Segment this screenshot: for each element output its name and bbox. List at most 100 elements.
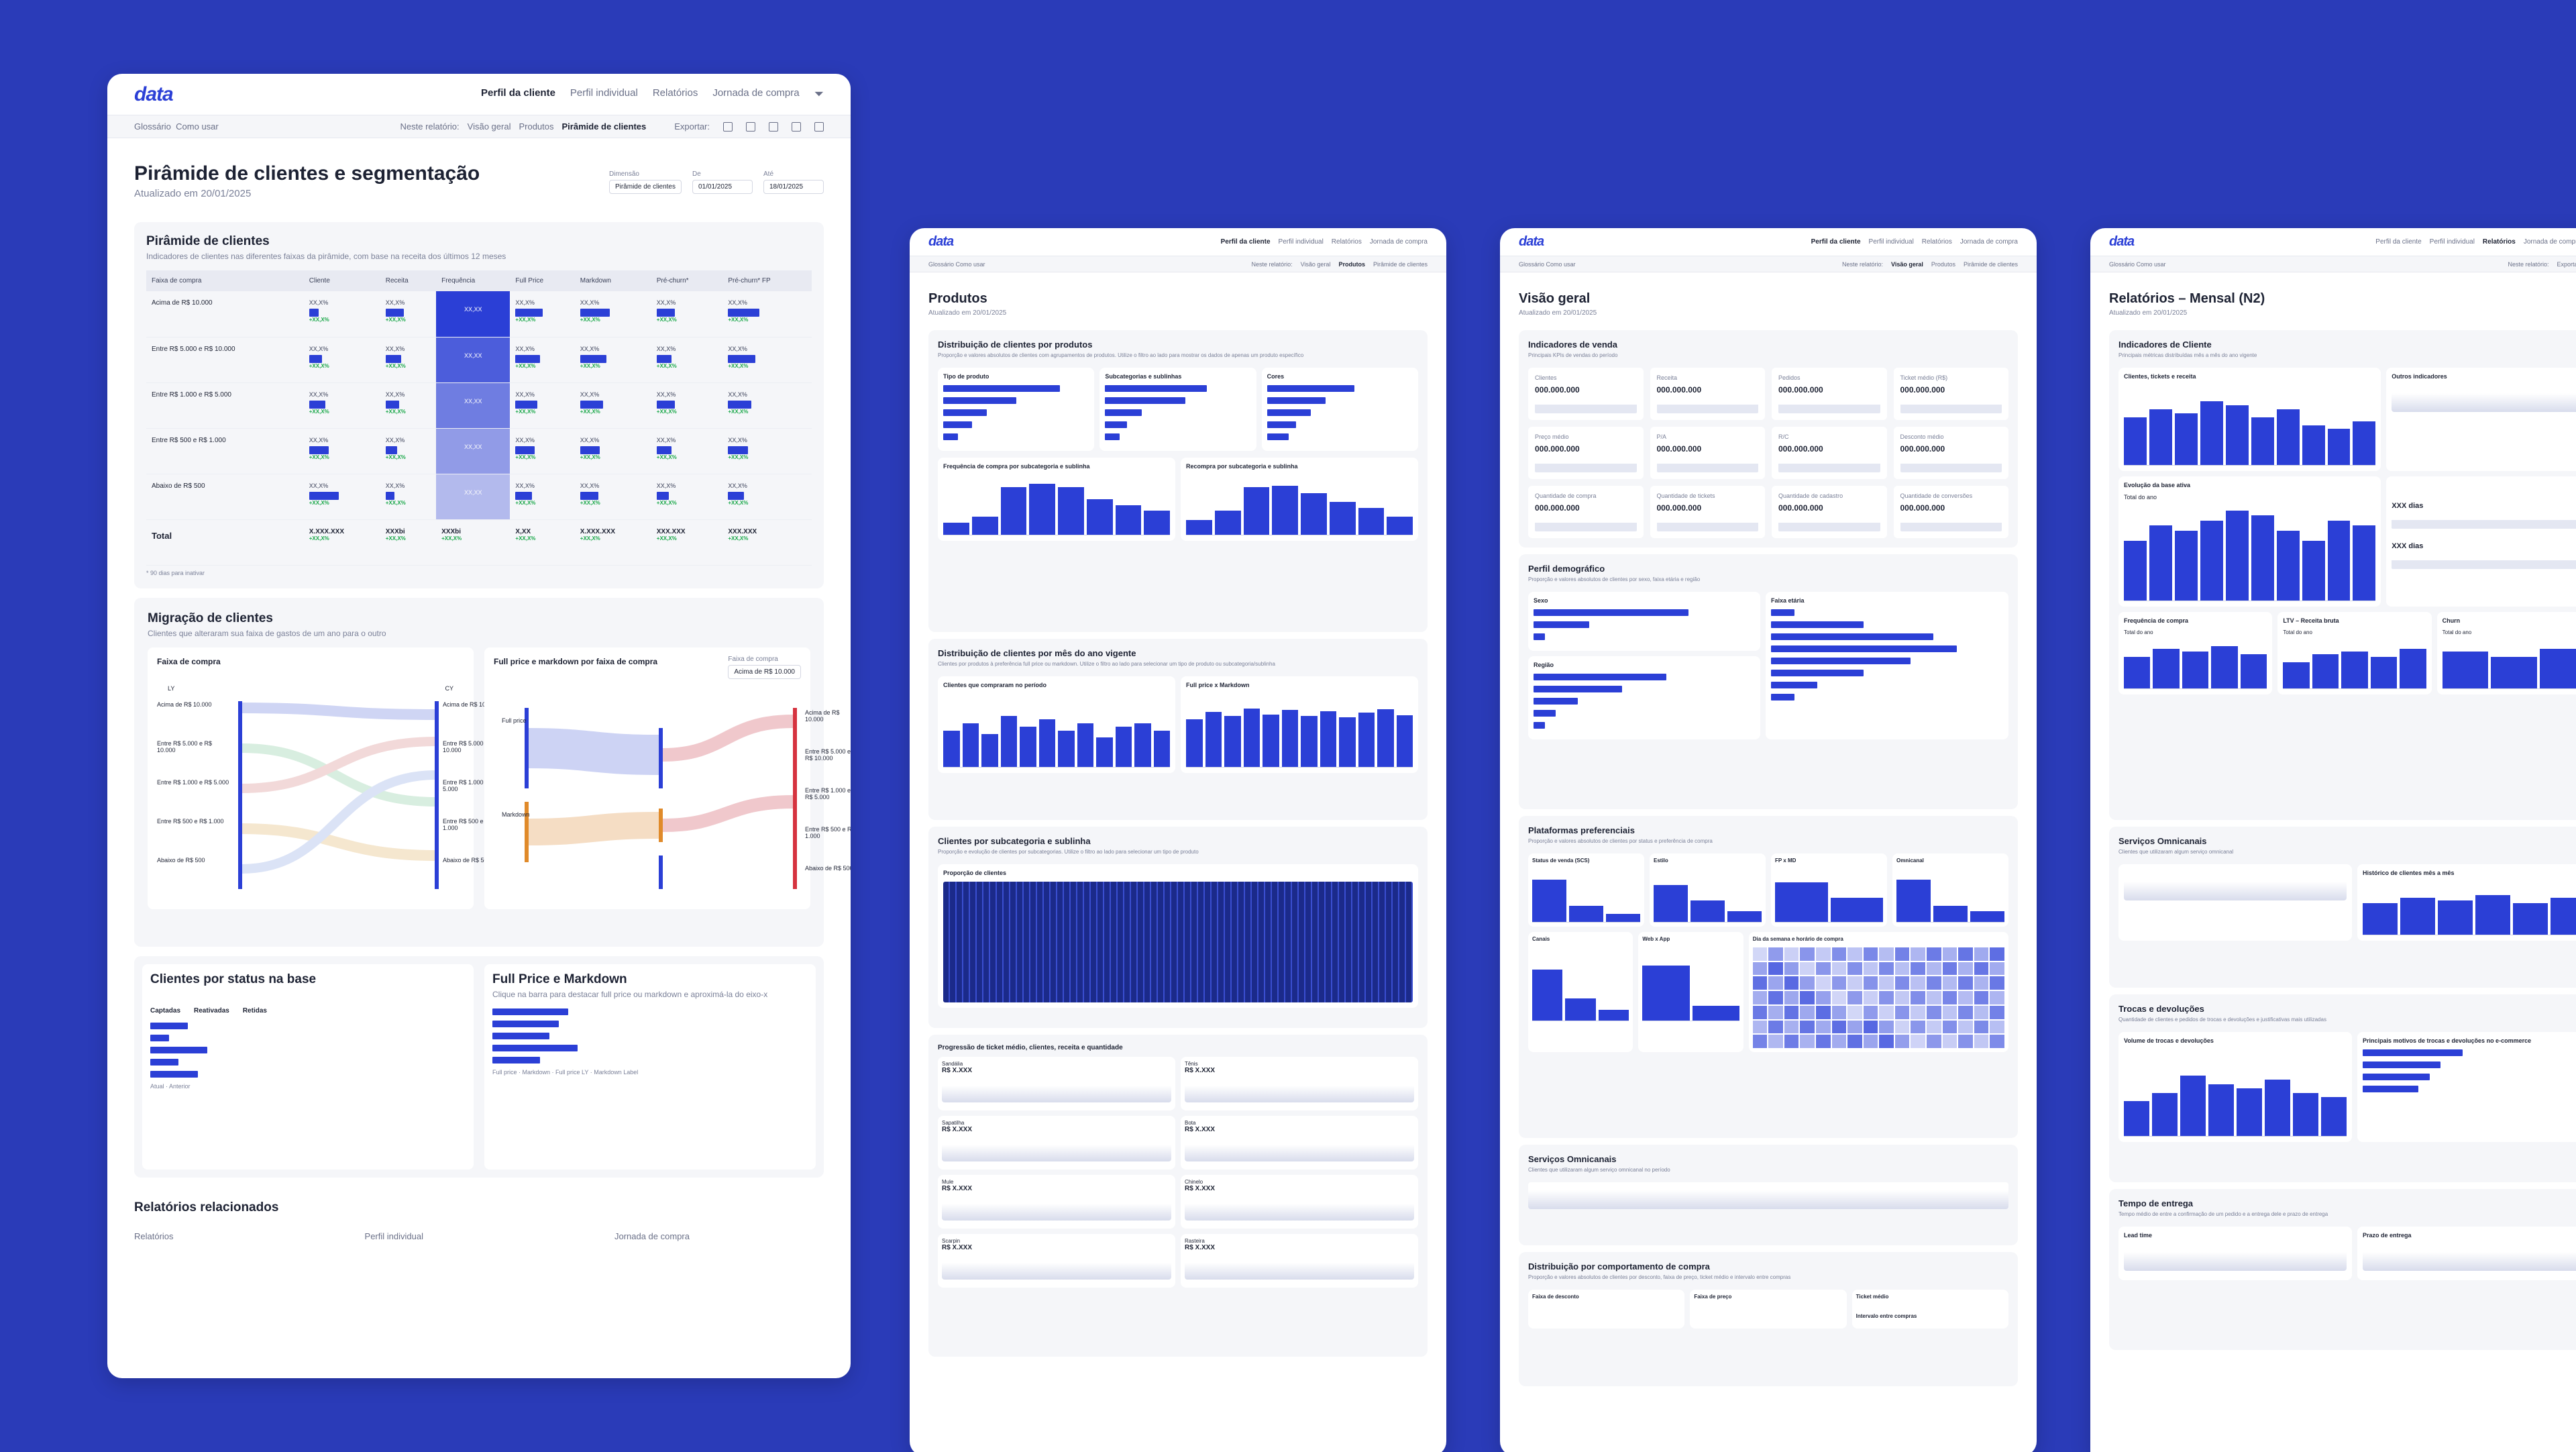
row-label: Entre R$ 5.000 e R$ 10.000: [146, 337, 304, 383]
metric-cell[interactable]: XX,X% +XX,X%: [651, 291, 723, 338]
report-panel-visao-geral: data Perfil da cliente Perfil individual Re…: [1500, 228, 2037, 1452]
total-row: Total X.XXX.XXX +XX,X% XXXbi +XX,X% XXXbi +…: [146, 519, 812, 566]
link-glossario[interactable]: Glossário: [134, 121, 171, 132]
metric-cell[interactable]: XX,X% +XX,X%: [510, 428, 575, 474]
report-panel-produtos: data Perfil da cliente Perfil individual Re…: [910, 228, 1446, 1452]
band-label: Entre R$ 5.000 e R$ 10.000: [805, 747, 851, 762]
metric-cell[interactable]: XX,X% +XX,X%: [380, 474, 437, 520]
row-label: Abaixo de R$ 500: [146, 474, 304, 520]
related-perfil[interactable]: Perfil individual: [364, 1231, 423, 1241]
metric-cell[interactable]: XX,X% +XX,X%: [651, 382, 723, 429]
metric-cell[interactable]: XX,X% +XX,X%: [574, 428, 651, 474]
ticket-card: Scarpin R$ X.XXX: [938, 1234, 1175, 1288]
ticket-card: Bota R$ X.XXX: [1181, 1116, 1418, 1170]
metric-cell[interactable]: XX,X% +XX,X%: [303, 428, 380, 474]
metric-cell[interactable]: XX,X% +XX,X%: [303, 291, 380, 338]
filter-ate[interactable]: Até 18/01/2025: [763, 170, 824, 194]
produtos-sub-section: Clientes por subcategoria e sublinha Pro…: [928, 827, 1428, 1028]
metric-cell[interactable]: XX,X% +XX,X%: [380, 337, 437, 383]
metric-cell[interactable]: XX,X% +XX,X%: [722, 291, 812, 338]
plataformas-preferenciais: Plataformas preferenciais Proporção e va…: [1519, 816, 2018, 1138]
tab-relatorios[interactable]: Relatórios: [652, 87, 698, 99]
report-panel-piramide: data Perfil da cliente Perfil individual…: [107, 74, 851, 1378]
metric-cell[interactable]: XX,X% +XX,X%: [722, 337, 812, 383]
report-visao-geral[interactable]: Visão geral: [467, 121, 511, 132]
metric-cell[interactable]: XX,X% +XX,X%: [380, 382, 437, 429]
metric-cell[interactable]: XX,X% +XX,X%: [303, 474, 380, 520]
migration-title: Migração de clientes: [148, 611, 273, 625]
row-label: Acima de R$ 10.000: [146, 291, 304, 338]
faixa-filter[interactable]: Faixa de compra Acima de R$ 10.000: [728, 656, 801, 679]
metric-cell[interactable]: XX,X% +XX,X%: [380, 291, 437, 338]
heat-cell[interactable]: XX,XX: [436, 291, 511, 338]
export-image-icon[interactable]: [746, 121, 755, 132]
tab-jornada[interactable]: Jornada de compra: [712, 87, 800, 99]
pyramid-table: Faixa de compra Cliente Receita Frequênc…: [146, 270, 812, 566]
fpmd-flows: [525, 707, 797, 889]
sankey-faixa: Faixa de compra LY CY Acima de R$ 10.000…: [148, 647, 498, 909]
kpi-card: Receita 000.000.000: [1650, 368, 1765, 420]
kpi-card: Pedidos 000.000.000: [1772, 368, 1887, 420]
metric-cell[interactable]: XX,X% +XX,X%: [651, 337, 723, 383]
migration-subtitle: Clientes que alteraram sua faixa de gast…: [148, 628, 386, 638]
tab-perfil-individual[interactable]: Perfil individual: [570, 87, 638, 99]
kpi-card: Preço médio 000.000.000: [1528, 427, 1644, 479]
band-label: Entre R$ 1.000 e R$ 5.000: [443, 778, 498, 792]
metric-cell[interactable]: XX,X% +XX,X%: [510, 474, 575, 520]
export-ppt-icon[interactable]: [814, 121, 824, 132]
metric-cell[interactable]: XX,X% +XX,X%: [510, 291, 575, 338]
metric-cell[interactable]: XX,X% +XX,X%: [574, 474, 651, 520]
page-title: Pirâmide de clientes e segmentação: [134, 162, 480, 185]
export-pdf-icon[interactable]: [723, 121, 733, 132]
produtos-mes-section: Distribuição de clientes por mês do ano …: [928, 639, 1428, 820]
col-faixa: Faixa de compra: [146, 270, 304, 291]
band-label: Abaixo de R$ 500: [443, 856, 491, 864]
filter-icon[interactable]: ⏷: [814, 87, 824, 101]
logo: data: [134, 83, 174, 105]
related-jornada[interactable]: Jornada de compra: [614, 1231, 690, 1241]
band-label: Entre R$ 5.000 e R$ 10.000: [443, 739, 498, 754]
metric-cell[interactable]: XX,X% +XX,X%: [722, 382, 812, 429]
export-csv-icon[interactable]: [769, 121, 778, 132]
filter-de[interactable]: De 01/01/2025: [692, 170, 753, 194]
ticket-card: Tênis R$ X.XXX: [1181, 1057, 1418, 1110]
kpi-card: Quantidade de tickets 000.000.000: [1650, 486, 1765, 538]
metric-cell[interactable]: XX,X% +XX,X%: [574, 291, 651, 338]
heat-cell[interactable]: XX,XX: [436, 428, 511, 474]
metric-cell[interactable]: XX,X% +XX,X%: [510, 382, 575, 429]
col-receita: Receita: [380, 270, 437, 291]
col-markdown: Markdown: [574, 270, 651, 291]
metric-cell[interactable]: XX,X% +XX,X%: [651, 428, 723, 474]
col-cliente: Cliente: [303, 270, 380, 291]
report-produtos[interactable]: Produtos: [519, 121, 554, 132]
related-reports: Relatórios relacionados Relatórios Perfi…: [134, 1200, 690, 1241]
pyramid-section: Pirâmide de clientes Indicadores de clie…: [134, 222, 824, 588]
export-label: Exportar:: [674, 121, 710, 132]
link-como-usar[interactable]: Como usar: [176, 121, 219, 132]
metric-cell[interactable]: XX,X% +XX,X%: [722, 474, 812, 520]
heat-cell[interactable]: XX,XX: [436, 474, 511, 520]
pyramid-footnote: * 90 dias para inativar: [146, 569, 205, 576]
heat-cell[interactable]: XX,XX: [436, 337, 511, 383]
metric-cell[interactable]: XX,X% +XX,X%: [651, 474, 723, 520]
metric-cell[interactable]: XX,X% +XX,X%: [574, 382, 651, 429]
report-piramide[interactable]: Pirâmide de clientes: [561, 121, 647, 132]
band-label: Entre R$ 1.000 e R$ 5.000: [157, 778, 229, 786]
trocas-devolucoes: Trocas e devoluções Quantidade de client…: [2109, 994, 2576, 1182]
pyramid-title: Pirâmide de clientes: [146, 234, 270, 248]
metric-cell[interactable]: XX,X% +XX,X%: [510, 337, 575, 383]
metric-cell[interactable]: XX,X% +XX,X%: [574, 337, 651, 383]
pyramid-row: Abaixo de R$ 500 XX,X% +XX,X% XX,X% +XX,X% XX…: [146, 474, 812, 520]
metric-cell[interactable]: XX,X% +XX,X%: [380, 428, 437, 474]
metric-cell[interactable]: XX,X% +XX,X%: [722, 428, 812, 474]
heat-cell[interactable]: XX,XX: [436, 382, 511, 429]
metric-cell[interactable]: XX,X% +XX,X%: [303, 382, 380, 429]
filter-dimensao[interactable]: Dimensão Pirâmide de clientes: [608, 170, 682, 194]
related-relatorios[interactable]: Relatórios: [134, 1231, 174, 1241]
metric-cell[interactable]: XX,X% +XX,X%: [303, 337, 380, 383]
export-table-icon[interactable]: [792, 121, 801, 132]
tab-perfil-cliente[interactable]: Perfil da cliente: [481, 87, 555, 99]
kpi-card: R/C 000.000.000: [1772, 427, 1887, 479]
row-label: Entre R$ 1.000 e R$ 5.000: [146, 382, 304, 429]
band-label: Entre R$ 5.000 e R$ 10.000: [157, 739, 213, 754]
